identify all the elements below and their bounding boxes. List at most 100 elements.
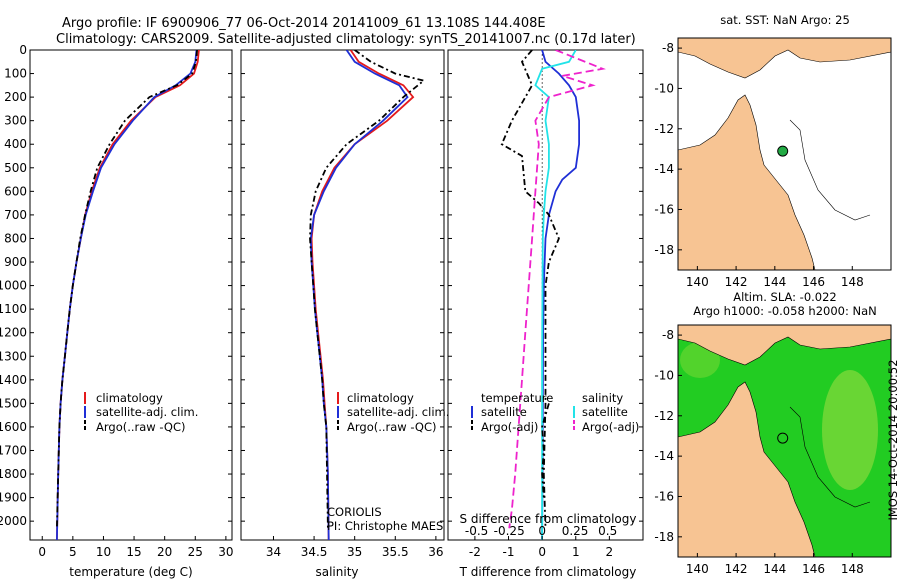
- ytick-label-4: 400: [4, 137, 27, 151]
- xtick-label-salinity-4: 36: [428, 545, 443, 559]
- ytick-label-1: 100: [4, 67, 27, 81]
- figure-title-line2: Climatology: CARS2009. Satellite-adjuste…: [56, 32, 636, 47]
- ytick-label-10: 1000: [0, 279, 27, 293]
- map0-ytick-label-0: -8: [662, 41, 674, 55]
- temperature-legend: climatology satellite-adj. clim. Argo(..…: [84, 391, 198, 434]
- xtick-label-temperature-3: 15: [126, 545, 141, 559]
- temperature-panel: 0 5 10 15 20 25 300100200300400500600700800900…: [0, 43, 234, 579]
- map1-xtick-label-4: 148: [841, 562, 864, 576]
- xtick-label-difference-3: 1: [572, 545, 580, 559]
- sla-map-ticks: 140 142 144 146 148 -8 -10 -12 -14 -16 -18: [654, 328, 863, 576]
- sla-map-title-line1: Altim. SLA: -0.022: [733, 290, 837, 304]
- series-salinity-2: [309, 50, 426, 529]
- xtick-s-label-3: 0.25: [562, 524, 589, 538]
- map0-ytick-label-3: -14: [654, 162, 674, 176]
- ytick-label-9: 900: [4, 255, 27, 269]
- sst-map-ticks: 140 142 144 146 148 -8 -10 -12 -14 -16 -18: [654, 41, 863, 289]
- ytick-label-15: 1500: [0, 396, 27, 410]
- temperature-legend-climatology: climatology: [96, 391, 163, 405]
- map0-xtick-label-1: 142: [725, 275, 748, 289]
- salinity-legend-satellite: satellite-adj. clim.: [347, 405, 449, 419]
- footer-stamp: IMOS 14-Oct-2014 20:00:52: [886, 359, 900, 520]
- ytick-label-12: 1200: [0, 326, 27, 340]
- ytick-label-6: 600: [4, 184, 27, 198]
- xtick-label-difference-0: -2: [469, 545, 481, 559]
- map1-ytick-label-0: -8: [662, 328, 674, 342]
- sla-map-frame: [677, 324, 892, 558]
- sst-map-title: sat. SST: NaN Argo: 25: [720, 13, 850, 27]
- ytick-label-20: 2000: [0, 514, 27, 528]
- xtick-label-temperature-0: 0: [38, 545, 46, 559]
- ytick-label-14: 1400: [0, 373, 27, 387]
- sla-map-panel: Altim. SLA: -0.022 Argo h1000: -0.058 h2…: [654, 290, 892, 576]
- salinity-xlabel: salinity: [315, 565, 358, 579]
- temperature-legend-argo: Argo(..raw -QC): [96, 420, 186, 434]
- salinity-legend: climatology satellite-adj. clim. Argo(..…: [337, 391, 449, 434]
- map0-xtick-label-2: 144: [763, 275, 786, 289]
- map1-ytick-label-2: -12: [654, 409, 674, 423]
- map1-ytick-label-5: -18: [654, 530, 674, 544]
- xtick-label-salinity-2: 35: [347, 545, 362, 559]
- salinity-legend-argo: Argo(..raw -QC): [347, 420, 437, 434]
- ytick-label-19: 1900: [0, 491, 27, 505]
- map1-xtick-label-0: 140: [686, 562, 709, 576]
- map1-ytick-label-1: -10: [654, 368, 674, 382]
- sst-map-panel: sat. SST: NaN Argo: 25 140 142 144 146 148 -8…: [654, 13, 892, 289]
- legend-t-argo: Argo(-adj): [481, 420, 538, 434]
- sla-map-float-marker: [777, 432, 789, 444]
- s-difference-xlabel: S difference from climatology: [460, 512, 637, 526]
- sla-map-land-newguinea: [678, 325, 891, 366]
- ytick-label-11: 1100: [0, 302, 27, 316]
- xtick-label-temperature-5: 25: [188, 545, 203, 559]
- xtick-label-difference-1: -1: [503, 545, 515, 559]
- map0-xtick-label-3: 146: [802, 275, 825, 289]
- xtick-s-label-2: 0: [538, 524, 546, 538]
- map1-ytick-label-3: -14: [654, 449, 674, 463]
- series-difference-4: [541, 403, 550, 498]
- ytick-label-0: 0: [19, 43, 27, 57]
- xtick-label-difference-2: 0: [538, 545, 546, 559]
- series-difference-2: [534, 50, 577, 540]
- sst-map-land-australia: [678, 94, 816, 270]
- xtick-label-temperature-2: 10: [96, 545, 111, 559]
- salinity-ticks: 34 34.5 35 35.5 36: [241, 49, 444, 559]
- xtick-label-temperature-6: 30: [218, 545, 233, 559]
- ytick-label-7: 700: [4, 208, 27, 222]
- ytick-label-3: 300: [4, 114, 27, 128]
- difference-series-group: [500, 50, 606, 540]
- map0-ytick-label-2: -12: [654, 122, 674, 136]
- salinity-series-group: [309, 50, 426, 540]
- ytick-label-8: 800: [4, 231, 27, 245]
- xtick-label-salinity-1: 34.5: [301, 545, 328, 559]
- xtick-label-salinity-0: 34: [266, 545, 281, 559]
- ytick-label-5: 500: [4, 161, 27, 175]
- xtick-label-salinity-3: 35.5: [382, 545, 409, 559]
- map1-ytick-label-4: -16: [654, 489, 674, 503]
- temperature-legend-satellite: satellite-adj. clim.: [96, 405, 198, 419]
- ytick-label-18: 1800: [0, 467, 27, 481]
- figure-title-line1: Argo profile: IF 6900906_77 06-Oct-2014 …: [62, 16, 546, 31]
- sla-map-reef-contour: [789, 406, 871, 508]
- series-temperature-2: [56, 50, 198, 529]
- legend-s-satellite: satellite: [582, 405, 628, 419]
- map1-xtick-label-1: 142: [725, 562, 748, 576]
- map0-ytick-label-4: -16: [654, 202, 674, 216]
- difference-panel: -2 -1 0 1 2 -0.5 -0.25 0 0.25 0.5 S difference fr…: [447, 49, 644, 579]
- map0-ytick-label-5: -18: [654, 243, 674, 257]
- xtick-label-temperature-1: 5: [69, 545, 77, 559]
- map0-ytick-label-1: -10: [654, 81, 674, 95]
- map0-xtick-label-0: 140: [686, 275, 709, 289]
- sst-map-land-newguinea: [678, 38, 891, 79]
- sst-map-reef-contour: [789, 119, 871, 221]
- data-centre-label: CORIOLIS: [327, 505, 382, 519]
- sst-map-float-marker: [777, 145, 789, 157]
- difference-ticks: -2 -1 0 1 2 -0.5 -0.25 0 0.25 0.5: [448, 49, 643, 559]
- xtick-label-difference-4: 2: [606, 545, 614, 559]
- pi-label: PI: Christophe MAES: [327, 519, 443, 533]
- sla-map-land-australia: [678, 381, 816, 557]
- sst-map-frame: [677, 37, 892, 271]
- salinity-legend-climatology: climatology: [347, 391, 414, 405]
- xtick-label-temperature-4: 20: [157, 545, 172, 559]
- temperature-ticks: 0 5 10 15 20 25 300100200300400500600700800900…: [0, 43, 234, 559]
